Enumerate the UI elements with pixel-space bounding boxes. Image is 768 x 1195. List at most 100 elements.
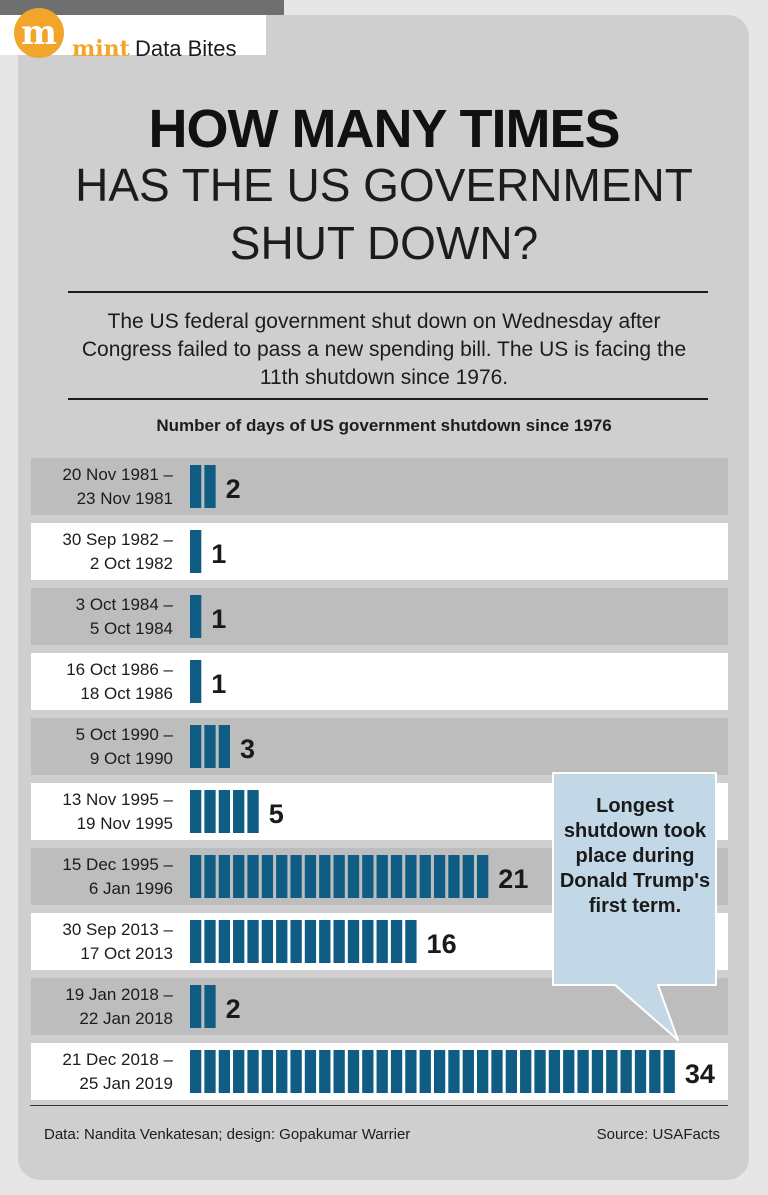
footer-source: Source: USAFacts: [596, 1126, 720, 1143]
bar-segment: [247, 1050, 259, 1093]
bar-segment: [290, 1050, 302, 1093]
bar-segment: [190, 855, 202, 898]
top-strip: [0, 0, 284, 15]
divider-bottom: [68, 398, 708, 400]
category-label: 30 Sep 2013 –: [62, 920, 173, 939]
bar-segment: [448, 855, 460, 898]
bar-segment: [276, 920, 288, 963]
brand-mint: mint: [72, 36, 130, 62]
bar-segment: [218, 920, 230, 963]
chart-row-3: [31, 588, 728, 645]
bar-segment: [448, 1050, 460, 1093]
bar-segment: [362, 855, 374, 898]
bar-segment: [233, 1050, 245, 1093]
bar-segment: [247, 855, 259, 898]
bar-segment: [577, 1050, 589, 1093]
bar-segment: [591, 1050, 604, 1093]
bar-segment: [362, 1050, 374, 1093]
bar-segment: [218, 1050, 230, 1093]
bar-segment: [290, 920, 302, 963]
bar-segment: [233, 855, 245, 898]
bar-segment: [218, 855, 230, 898]
bar-segment: [319, 920, 331, 963]
chart-row-2: [31, 523, 728, 580]
bar-segment: [405, 855, 417, 898]
headline-line-3: SHUT DOWN?: [229, 217, 539, 269]
bar-segment: [276, 855, 288, 898]
bar-segment: [390, 920, 403, 963]
bar-segment: [261, 855, 274, 898]
category-label: 25 Jan 2019: [79, 1074, 173, 1093]
bar-segment: [462, 855, 474, 898]
data-label: 2: [226, 474, 241, 504]
bar-segment: [390, 855, 403, 898]
bar-segment: [204, 465, 216, 508]
bar-segment: [190, 530, 202, 573]
data-label: 5: [269, 799, 284, 829]
bar-segment: [204, 1050, 216, 1093]
chart-row-4: [31, 653, 728, 710]
bar-segment: [405, 920, 417, 963]
bar-segment: [261, 920, 274, 963]
bar-segment: [376, 855, 388, 898]
category-label: 6 Jan 1996: [89, 879, 173, 898]
bar-segment: [390, 1050, 403, 1093]
bar-segment: [304, 855, 317, 898]
category-label: 17 Oct 2013: [80, 944, 173, 963]
bar-segment: [534, 1050, 546, 1093]
category-label: 30 Sep 1982 –: [62, 530, 173, 549]
bar-segment: [477, 1050, 489, 1093]
bar-segment: [204, 920, 216, 963]
mint-logo-icon: m: [14, 8, 64, 58]
bar-segment: [634, 1050, 647, 1093]
headline-line-1: HOW MANY TIMES: [148, 99, 621, 159]
bar-segment: [433, 855, 446, 898]
category-label: 19 Jan 2018 –: [65, 985, 173, 1004]
bar-segment: [304, 920, 317, 963]
bar-segment: [204, 725, 216, 768]
bar-segment: [319, 1050, 331, 1093]
category-label: 23 Nov 1981: [77, 489, 173, 508]
bar-segment: [405, 1050, 417, 1093]
category-label: 18 Oct 1986: [80, 684, 173, 703]
bar-segment: [204, 790, 216, 833]
bar-segment: [663, 1050, 675, 1093]
bar-segment: [433, 1050, 446, 1093]
bar-segment: [376, 1050, 388, 1093]
bar-segment: [276, 1050, 288, 1093]
category-label: 22 Jan 2018: [79, 1009, 173, 1028]
bar-segment: [491, 1050, 503, 1093]
intro-text: The US federal government shut down on W…: [81, 310, 687, 389]
bar-segment: [218, 725, 230, 768]
category-label: 16 Oct 1986 –: [66, 660, 173, 679]
bar-segment: [190, 790, 202, 833]
bar-segment: [233, 920, 245, 963]
chart-row-1: [31, 458, 728, 515]
bar-segment: [190, 595, 202, 638]
bar-segment: [204, 985, 216, 1028]
bar-segment: [319, 855, 331, 898]
bar-segment: [333, 1050, 345, 1093]
category-label: 13 Nov 1995 –: [62, 790, 173, 809]
bar-segment: [376, 920, 388, 963]
data-label: 34: [685, 1059, 715, 1089]
bar-segment: [362, 920, 374, 963]
bar-segment: [347, 1050, 360, 1093]
bar-segment: [218, 790, 230, 833]
category-label: 2 Oct 1982: [90, 554, 173, 573]
callout-text: Longest shutdown took place during Donal…: [559, 795, 711, 917]
headline-line-2: HAS THE US GOVERNMENT: [75, 159, 693, 211]
bar-segment: [204, 855, 216, 898]
category-label: 21 Dec 2018 –: [62, 1050, 173, 1069]
data-label: 21: [498, 864, 528, 894]
data-label: 2: [226, 994, 241, 1024]
bar-segment: [620, 1050, 632, 1093]
callout-bubble: [552, 772, 717, 1041]
bar-segment: [462, 1050, 474, 1093]
brand-label: Data Bites: [135, 36, 237, 61]
chart-row-9: [31, 978, 728, 1035]
footer-divider: [30, 1105, 728, 1106]
bar-segment: [190, 985, 202, 1028]
chart-title: Number of days of US government shutdown…: [156, 416, 612, 435]
bar-segment: [649, 1050, 661, 1093]
